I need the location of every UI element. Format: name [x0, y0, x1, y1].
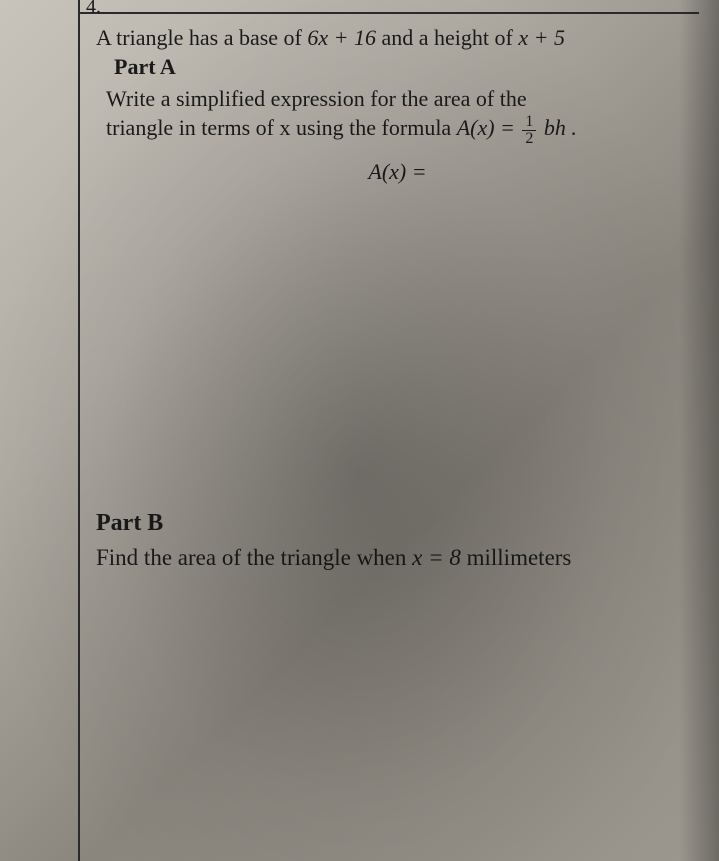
part-a-body: Write a simplified expression for the ar… — [106, 84, 689, 187]
horizontal-rule — [78, 12, 699, 14]
part-a-block: A triangle has a base of 6x + 16 and a h… — [96, 24, 689, 186]
problem-number: 4. — [86, 0, 101, 19]
part-a-line2-prefix: triangle in terms of x using the formula — [106, 115, 457, 140]
part-b-suffix: millimeters — [461, 545, 572, 570]
fraction-num: 1 — [522, 114, 536, 131]
base-expression: 6x + 16 — [307, 25, 376, 50]
worksheet-page: 4. A triangle has a base of 6x + 16 and … — [0, 0, 719, 861]
fraction-one-half: 12 — [522, 114, 536, 147]
x-value-expression: x = 8 — [412, 545, 461, 570]
part-b-body: Find the area of the triangle when x = 8… — [96, 543, 689, 573]
problem-intro: A triangle has a base of 6x + 16 and a h… — [96, 24, 689, 52]
height-expression: x + 5 — [518, 25, 565, 50]
fraction-den: 2 — [522, 131, 536, 147]
intro-mid: and a height of — [376, 25, 518, 50]
formula-lhs: A(x) = — [457, 115, 521, 140]
formula-rhs: bh . — [538, 115, 577, 140]
part-b-block: Part B Find the area of the triangle whe… — [96, 510, 689, 573]
part-a-label: Part A — [114, 54, 689, 80]
answer-prompt: A(x) = — [106, 157, 689, 187]
part-b-prefix: Find the area of the triangle when — [96, 545, 412, 570]
intro-prefix: A triangle has a base of — [96, 25, 307, 50]
part-a-line2: triangle in terms of x using the formula… — [106, 113, 689, 146]
part-b-label: Part B — [96, 510, 689, 537]
vertical-rule — [78, 0, 80, 861]
part-a-line1: Write a simplified expression for the ar… — [106, 84, 689, 114]
